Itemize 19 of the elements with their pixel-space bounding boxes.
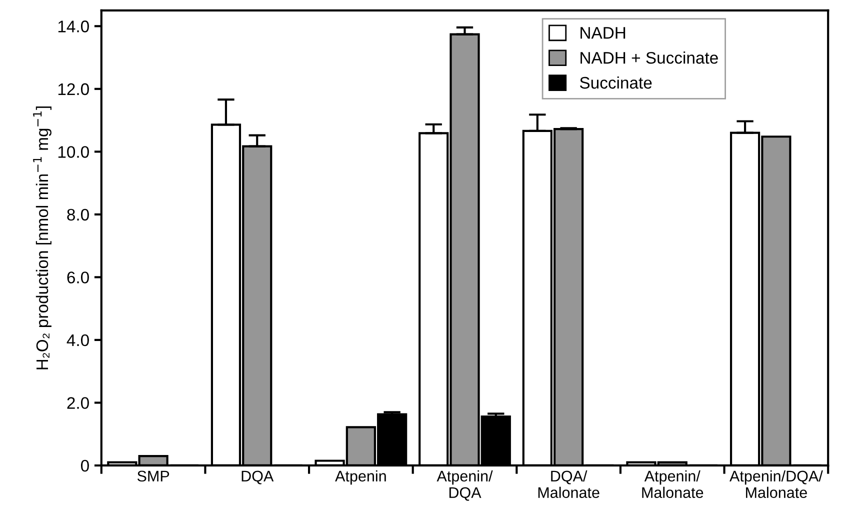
- legend-label: NADH + Succinate: [580, 52, 718, 64]
- x-tick-label: Atpenin/ Malonate: [642, 470, 704, 498]
- x-tick-label: DQA/ Malonate: [538, 470, 600, 498]
- x-tick-label: SMP: [137, 470, 170, 482]
- y-tick-label: 10.0: [58, 146, 89, 158]
- y-tick-label: 0: [80, 460, 89, 472]
- y-tick-label: 4.0: [66, 334, 89, 346]
- y-tick-label: 12.0: [58, 83, 89, 96]
- legend-label: NADH: [580, 27, 626, 39]
- y-tick-label: 8.0: [67, 208, 89, 221]
- x-tick-label: Atpenin: [335, 470, 386, 485]
- legend-label: Succinate: [580, 76, 652, 89]
- y-tick-label: 14.0: [58, 20, 89, 32]
- y-tick-label: 6.0: [67, 272, 89, 284]
- y-tick-label: 2.0: [67, 397, 89, 409]
- x-tick-label: DQA: [242, 470, 274, 484]
- y-axis-title: H₂O₂ production [nmol min$^{−1}$ mg$^{−1}$]: [33, 106, 52, 370]
- x-tick-label: Atpenin/ DQA: [436, 470, 493, 501]
- x-tick-label: Atpenin/DQA/ Malonate: [730, 470, 823, 498]
